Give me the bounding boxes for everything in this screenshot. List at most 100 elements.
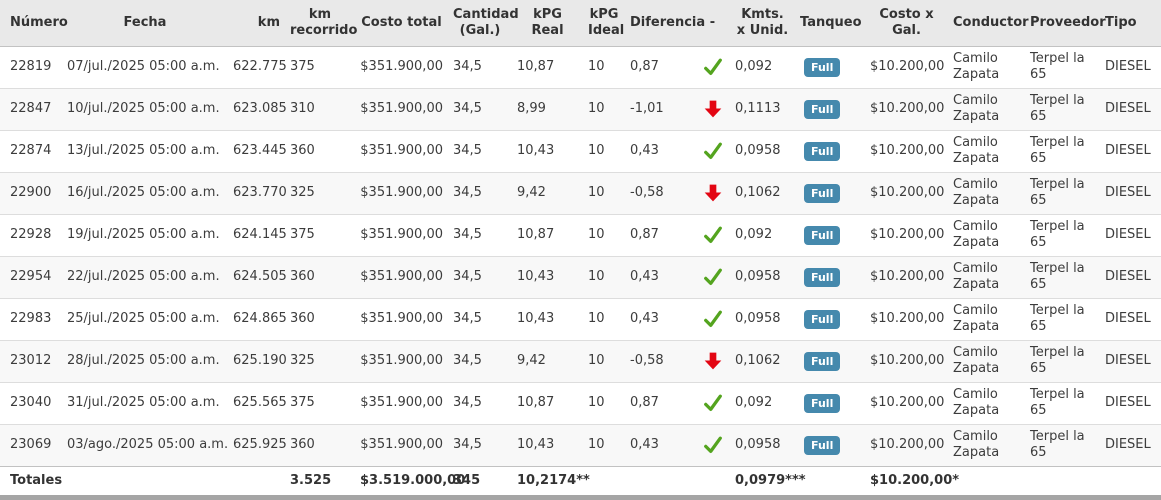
cell-conductor: Camilo Zapata bbox=[948, 255, 1025, 298]
cell-kmts-x-unid: 0,092 bbox=[730, 213, 795, 256]
col-header-estado: - bbox=[695, 0, 730, 47]
tanqueo-badge: Full bbox=[804, 393, 841, 413]
status-icon-cell bbox=[695, 339, 730, 382]
col-header-diferencia: Diferencia bbox=[625, 0, 705, 47]
cell-tipo: DIESEL bbox=[1100, 297, 1161, 340]
cell-cantidad: 34,5 bbox=[448, 213, 512, 256]
col-header-tanqueo: Tanqueo bbox=[795, 0, 865, 47]
cell-km-recorrido: 325 bbox=[285, 171, 355, 214]
cell-cantidad: 34,5 bbox=[448, 339, 512, 382]
cell-conductor: Camilo Zapata bbox=[948, 171, 1025, 214]
cell-fecha: 22/jul./2025 05:00 a.m. bbox=[62, 255, 228, 298]
cell-proveedor: Terpel la 65 bbox=[1025, 129, 1100, 172]
cell-numero: 22819 bbox=[10, 58, 52, 74]
col-header-numero: Número bbox=[0, 0, 68, 47]
cell-kmts-x-unid: 0,0958 bbox=[730, 255, 795, 298]
totals-empty-cell bbox=[228, 465, 285, 495]
status-icon-cell bbox=[695, 129, 730, 172]
cell-cantidad: 34,5 bbox=[448, 423, 512, 466]
cell-fecha: 03/ago./2025 05:00 a.m. bbox=[62, 423, 228, 466]
col-header-kpg-ideal: kPG Ideal bbox=[583, 0, 625, 47]
cell-tipo: DIESEL bbox=[1100, 423, 1161, 466]
totals-costo-total: $3.519.000,00 bbox=[355, 465, 465, 495]
cell-kpg-ideal: 10 bbox=[583, 255, 625, 298]
cell-numero: 23069 bbox=[0, 423, 62, 466]
cell-kpg-ideal: 10 bbox=[583, 213, 625, 256]
col-header-kmts-x-unid: Kmts. x Unid. bbox=[730, 0, 795, 47]
cell-fecha: 10/jul./2025 05:00 a.m. bbox=[62, 87, 228, 130]
tanqueo-badge: Full bbox=[804, 351, 841, 371]
cell-costo-total: $351.900,00 bbox=[355, 297, 448, 340]
cell-km: 623.770 bbox=[228, 171, 287, 214]
cell-kpg-ideal: 10 bbox=[583, 129, 625, 172]
cell-km-recorrido: 375 bbox=[290, 58, 315, 74]
col-header-kpg-real: kPG Real bbox=[512, 0, 583, 47]
cell-km: 622.775 bbox=[233, 58, 287, 74]
cell-proveedor: Terpel la 65 bbox=[1025, 255, 1100, 298]
cell-cantidad: 34,5 bbox=[448, 381, 512, 424]
table-body: 22819 07/jul./2025 05:00 a.m. 622.775 37… bbox=[0, 46, 1161, 466]
cell-kpg-ideal: 10 bbox=[583, 339, 625, 382]
cell-costo-x-gal: $10.200,00 bbox=[865, 339, 948, 382]
col-header-cantidad: Cantidad (Gal.) bbox=[448, 0, 519, 47]
cell-proveedor: Terpel la 65 bbox=[1025, 213, 1100, 256]
cell-costo-total: $351.900,00 bbox=[360, 58, 443, 74]
check-icon bbox=[703, 267, 723, 287]
cell-tanqueo: Full bbox=[795, 255, 865, 298]
cell-km-recorrido: 310 bbox=[285, 87, 355, 130]
cell-km-recorrido: 360 bbox=[285, 423, 355, 466]
cell-fecha: 19/jul./2025 05:00 a.m. bbox=[62, 213, 228, 256]
status-icon-cell bbox=[695, 423, 730, 466]
cell-km-recorrido: 375 bbox=[285, 213, 355, 256]
cell-kmts-x-unid: 0,092 bbox=[735, 58, 773, 74]
cell-kmts-x-unid: 0,1062 bbox=[730, 339, 795, 382]
cell-numero: 22847 bbox=[0, 87, 62, 130]
cell-diferencia: -0,58 bbox=[625, 171, 695, 214]
table-row: 22874 13/jul./2025 05:00 a.m. 623.445 36… bbox=[0, 129, 1161, 172]
cell-diferencia: 0,87 bbox=[625, 213, 695, 256]
table-row: 23012 28/jul./2025 05:00 a.m. 625.190 32… bbox=[0, 339, 1161, 382]
cell-proveedor: Terpel la 65 bbox=[1025, 423, 1100, 466]
cell-costo-total: $351.900,00 bbox=[355, 87, 448, 130]
cell-costo-total: $351.900,00 bbox=[355, 339, 448, 382]
cell-km-recorrido: 360 bbox=[285, 129, 355, 172]
cell-conductor: Camilo Zapata bbox=[948, 213, 1025, 256]
totals-label: Totales bbox=[0, 465, 62, 495]
table-row: 22954 22/jul./2025 05:00 a.m. 624.505 36… bbox=[0, 255, 1161, 298]
tanqueo-badge: Full bbox=[804, 57, 841, 77]
cell-cantidad: 34,5 bbox=[448, 129, 512, 172]
cell-km: 625.565 bbox=[228, 381, 287, 424]
cell-kmts-x-unid: 0,092 bbox=[730, 381, 795, 424]
cell-numero: 23040 bbox=[0, 381, 62, 424]
cell-kpg-ideal: 10 bbox=[588, 58, 605, 74]
status-icon-cell bbox=[695, 381, 730, 424]
totals-empty-cell bbox=[62, 465, 228, 495]
cell-proveedor: Terpel la 65 bbox=[1030, 50, 1085, 82]
cell-proveedor: Terpel la 65 bbox=[1025, 87, 1100, 130]
cell-costo-x-gal: $10.200,00 bbox=[865, 171, 948, 214]
cell-kpg-real: 9,42 bbox=[512, 339, 583, 382]
cell-costo-x-gal: $10.200,00 bbox=[865, 87, 948, 130]
status-icon-cell bbox=[695, 297, 730, 340]
cell-costo-total: $351.900,00 bbox=[355, 255, 448, 298]
cell-kpg-real: 9,42 bbox=[512, 171, 583, 214]
cell-km-recorrido: 325 bbox=[285, 339, 355, 382]
cell-kpg-real: 10,87 bbox=[512, 213, 583, 256]
table-row: 23040 31/jul./2025 05:00 a.m. 625.565 37… bbox=[0, 381, 1161, 424]
cell-costo-x-gal: $10.200,00 bbox=[865, 213, 948, 256]
cell-proveedor: Terpel la 65 bbox=[1025, 297, 1100, 340]
cell-kmts-x-unid: 0,1062 bbox=[730, 171, 795, 214]
col-header-conductor: Conductor bbox=[948, 0, 1029, 47]
cell-kpg-real: 10,43 bbox=[512, 255, 583, 298]
table-header: Número Fecha km km recorrido Costo total… bbox=[0, 0, 1161, 47]
cell-costo-x-gal: $10.200,00 bbox=[865, 129, 948, 172]
down-arrow-icon bbox=[703, 351, 723, 371]
cell-kpg-ideal: 10 bbox=[583, 297, 625, 340]
cell-kmts-x-unid: 0,0958 bbox=[730, 423, 795, 466]
cell-tipo: DIESEL bbox=[1100, 381, 1161, 424]
totals-empty-cell bbox=[695, 465, 730, 495]
tanqueo-badge: Full bbox=[804, 435, 841, 455]
cell-diferencia: 0,87 bbox=[630, 58, 659, 74]
table-row: 22983 25/jul./2025 05:00 a.m. 624.865 36… bbox=[0, 297, 1161, 340]
cell-diferencia: 0,43 bbox=[625, 129, 695, 172]
